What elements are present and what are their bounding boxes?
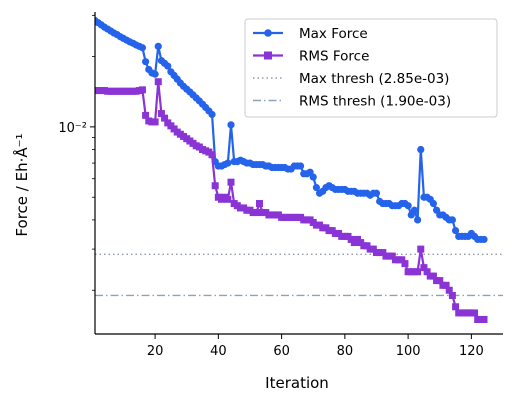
x-ticks: 20 40 60 80 100 120: [147, 334, 484, 359]
data-point: [151, 70, 159, 78]
data-point: [436, 277, 444, 285]
y-axis-label: Force / Eh·Å⁻¹: [12, 133, 31, 236]
data-point: [255, 200, 263, 208]
axes: [94, 12, 503, 335]
legend-box: [244, 18, 498, 118]
x-axis-label: Iteration: [265, 374, 329, 392]
data-point: [296, 162, 305, 170]
data-point: [157, 110, 165, 118]
legend-entry-label: RMS thresh (1.90e-03): [299, 94, 451, 110]
data-point: [420, 264, 428, 272]
data-point: [372, 189, 381, 197]
data-point: [138, 44, 147, 52]
data-point: [151, 118, 159, 126]
data-point: [417, 245, 425, 253]
data-point: [398, 256, 406, 264]
y-tick-label: 10⁻²: [58, 121, 87, 136]
data-point: [312, 183, 320, 192]
x-tick-label: 60: [273, 344, 290, 359]
legend: Max Force RMS Force Max thresh (2.85e-03) R…: [244, 18, 498, 118]
x-tick-label: 80: [337, 344, 354, 359]
data-point: [414, 268, 422, 276]
data-point: [224, 159, 232, 167]
x-tick-label: 100: [396, 344, 421, 359]
threshold-lines: [95, 253, 503, 297]
x-tick-label: 40: [210, 344, 227, 359]
data-point: [208, 151, 216, 159]
x-tick-label: 120: [459, 344, 484, 359]
data-point: [138, 86, 146, 94]
data-point: [471, 309, 479, 317]
data-point: [442, 281, 450, 289]
data-point: [445, 286, 453, 294]
data-series: [95, 16, 488, 323]
data-point: [423, 268, 431, 276]
data-point: [208, 110, 216, 119]
data-point: [410, 206, 419, 214]
series-markers: [95, 78, 488, 323]
data-point: [480, 235, 488, 244]
data-point: [211, 182, 219, 190]
data-point: [252, 209, 260, 217]
data-point: [309, 173, 317, 181]
series-markers: [95, 16, 488, 244]
data-point: [451, 226, 460, 235]
data-point: [379, 249, 387, 257]
data-point: [404, 202, 412, 210]
data-point: [448, 291, 456, 299]
legend-entry-label: Max thresh (2.85e-03): [299, 71, 449, 87]
data-point: [429, 272, 437, 280]
legend-marker-swatch: [264, 29, 272, 37]
data-point: [417, 145, 425, 154]
data-point: [480, 315, 488, 323]
data-point: [401, 260, 409, 268]
data-point: [429, 199, 438, 208]
y-ticks: 10⁻²: [58, 14, 95, 291]
data-point: [388, 252, 396, 260]
legend-marker-swatch: [264, 51, 272, 60]
x-tick-label: 20: [147, 344, 164, 359]
data-point: [414, 216, 422, 224]
legend-entry-label: RMS Force: [299, 49, 369, 65]
data-point: [142, 111, 150, 119]
data-point: [227, 178, 235, 186]
data-point: [452, 303, 460, 311]
data-point: [142, 58, 150, 66]
data-point: [164, 62, 172, 70]
data-point: [161, 114, 169, 122]
data-point: [154, 42, 162, 50]
data-point: [154, 78, 162, 86]
data-point: [227, 121, 235, 129]
data-point: [224, 195, 232, 203]
legend-entry-label: Max Force: [299, 26, 368, 42]
data-point: [448, 216, 456, 224]
